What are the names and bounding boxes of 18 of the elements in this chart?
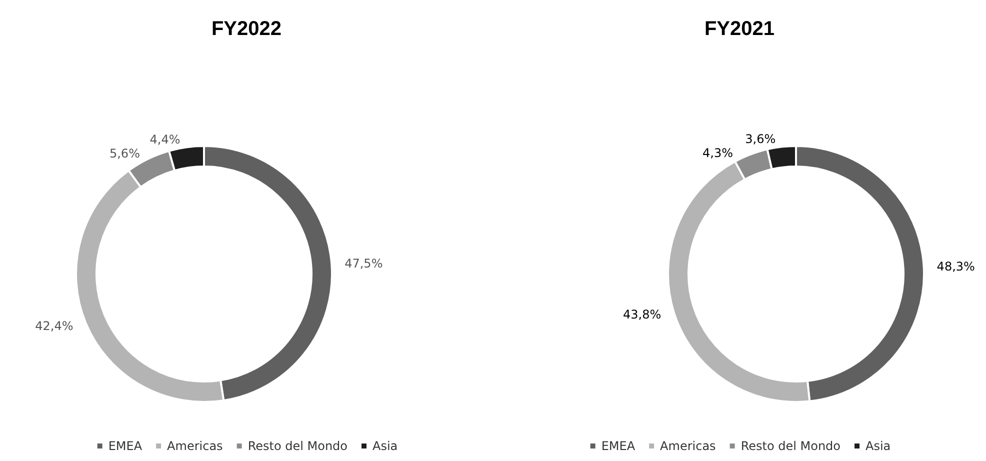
data-label: 4,3% [702,146,734,160]
data-label: 47,5% [344,256,383,271]
legend-label: EMEA [601,439,636,453]
data-label: 5,6% [109,146,140,160]
data-label: 48,3% [936,260,975,274]
data-label: 42,4% [35,318,74,333]
legend-label: Americas [167,439,223,453]
data-label: 43,8% [623,307,662,322]
legend-label: Resto del Mondo [740,439,841,453]
legend-label: Resto del Mondo [248,439,348,453]
data-label: 3,6% [745,132,776,146]
legend-label: EMEA [108,439,143,453]
data-label: 4,4% [150,132,180,146]
chart-title: FY2022 [211,18,282,40]
chart-title: FY2021 [704,18,775,40]
legend-label: Asia [866,439,891,453]
legend-label: Americas [660,439,716,453]
legend-label: Asia [372,439,398,453]
